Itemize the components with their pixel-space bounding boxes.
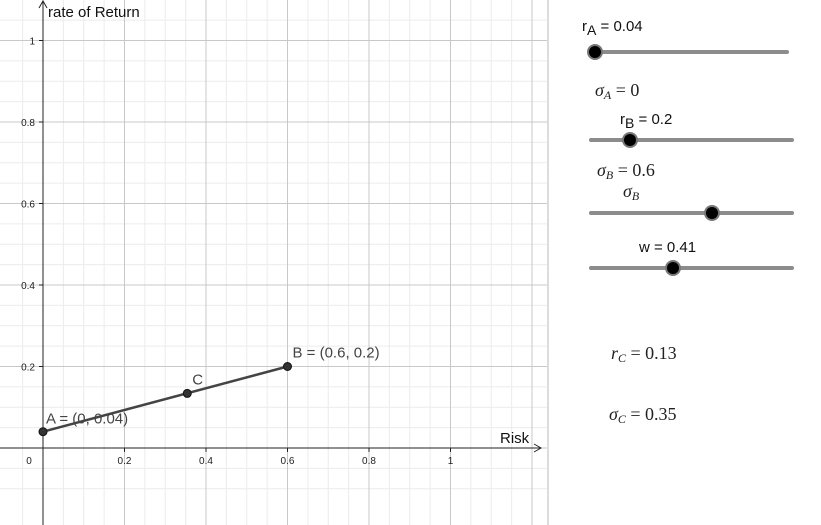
slider-rb[interactable] (589, 130, 794, 150)
y-tick-label: 1 (29, 37, 35, 48)
y-tick-label: 0.6 (21, 200, 35, 211)
slider-sigma-b[interactable] (589, 203, 794, 223)
algebra-panel: rA = 0.04 σA = 0 rB = 0.2 σB = 0.6 σB w … (549, 0, 821, 525)
slider-ra-handle[interactable] (587, 44, 603, 60)
y-tick-label: 0.2 (21, 363, 35, 374)
y-axis-arrow (38, 0, 48, 9)
x-axis-label: Risk (500, 430, 530, 447)
slider-w-track[interactable] (589, 266, 794, 270)
x-tick-label: 0.6 (281, 456, 295, 467)
grid-major (0, 0, 547, 525)
point-a-label: A = (0, 0.04) (46, 411, 128, 428)
sigma-c-text: σC = 0.35 (609, 404, 677, 426)
sigma-b-text: σB = 0.6 (597, 160, 655, 182)
slider-ra-label: rA = 0.04 (582, 18, 643, 38)
point-a[interactable] (38, 427, 48, 437)
x-tick-label: 1 (448, 456, 454, 467)
slider-ra-track[interactable] (589, 50, 789, 54)
tick-labels: 0 0.2 0.4 0.6 0.8 1 0.2 0.4 0.6 0.8 1 (21, 37, 454, 468)
x-tick-label: 0 (26, 456, 32, 467)
y-tick-label: 0.8 (21, 118, 35, 129)
x-tick-label: 0.8 (362, 456, 376, 467)
graphics-view[interactable]: 0 0.2 0.4 0.6 0.8 1 0.2 0.4 0.6 0.8 1 rate of Retu… (0, 0, 547, 525)
sigma-a-text: σA = 0 (595, 80, 640, 102)
point-b[interactable] (283, 362, 292, 371)
slider-w-handle[interactable] (665, 260, 682, 276)
y-axis-label: rate of Return (48, 4, 140, 21)
slider-ra[interactable] (587, 42, 789, 62)
axes (0, 0, 543, 525)
segment-ab[interactable] (42, 365, 288, 433)
slider-rb-track[interactable] (589, 138, 794, 142)
y-tick-label: 0.4 (21, 281, 35, 292)
x-axis-arrow (533, 443, 543, 453)
slider-rb-label: rB = 0.2 (620, 111, 673, 131)
x-tick-label: 0.4 (199, 456, 213, 467)
slider-rb-handle[interactable] (622, 132, 638, 148)
r-c-text: rC = 0.13 (611, 343, 677, 365)
point-c[interactable] (182, 388, 192, 398)
x-tick-label: 0.2 (118, 456, 132, 467)
slider-w-label: w = 0.41 (639, 239, 697, 256)
view-divider[interactable] (547, 0, 549, 525)
slider-w[interactable] (589, 258, 794, 278)
point-b-label: B = (0.6, 0.2) (293, 345, 380, 362)
point-c-label: C (192, 371, 203, 388)
slider-sigma-b-label: σB (623, 181, 640, 203)
slider-sigma-b-track[interactable] (589, 211, 794, 215)
grid-minor (0, 0, 547, 525)
slider-sigma-b-handle[interactable] (704, 205, 720, 221)
